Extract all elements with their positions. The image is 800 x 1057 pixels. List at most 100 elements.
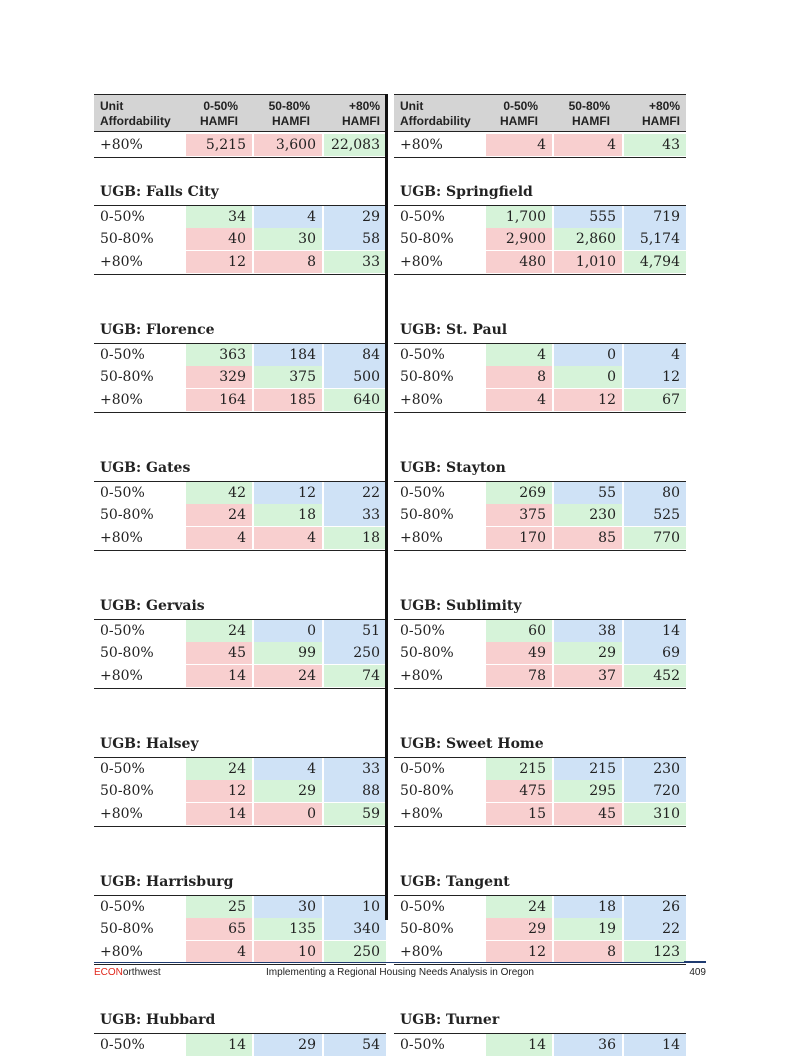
value-cell: 22 [324, 482, 386, 504]
table-row: 0-50% 363 184 84 [94, 343, 386, 367]
group-title: UGB: Falls City [100, 184, 219, 200]
value-cell: 4 [186, 527, 252, 549]
value-cell: 4 [254, 527, 322, 549]
group-title: UGB: St. Paul [400, 322, 508, 338]
table-row: 0-50% 1,700 555 719 [394, 205, 686, 229]
value-cell: 720 [624, 780, 686, 802]
row-label: 0-50% [400, 899, 445, 915]
table-row: +80% 4 4 43 [394, 134, 686, 158]
value-cell: 295 [554, 780, 622, 802]
value-cell: 18 [554, 896, 622, 918]
value-cell: 14 [186, 1034, 252, 1056]
page-number-rule [684, 961, 706, 963]
header-0-50: 0-50% HAMFI [500, 99, 538, 128]
row-label: 0-50% [100, 761, 145, 777]
table-row: 50-80% 65 135 340 [94, 918, 386, 941]
value-cell: 40 [186, 228, 252, 250]
row-label: 0-50% [100, 209, 145, 225]
value-cell: 54 [324, 1034, 386, 1056]
table-row: 0-50% 269 55 80 [394, 481, 686, 505]
footer-title: Implementing a Regional Housing Needs An… [266, 967, 534, 978]
value-cell: 12 [186, 251, 252, 273]
group-title: UGB: Gates [100, 460, 191, 476]
table-row: 50-80% 40 30 58 [94, 228, 386, 251]
value-cell: 12 [186, 780, 252, 802]
header-80: +80% HAMFI [642, 99, 680, 128]
value-cell: 475 [486, 780, 552, 802]
value-cell: 3,600 [254, 134, 322, 156]
group-title: UGB: Sublimity [400, 598, 522, 614]
value-cell: 123 [624, 941, 686, 963]
value-cell: 1,700 [486, 206, 552, 228]
group-title: UGB: Gervais [100, 598, 205, 614]
value-cell: 170 [486, 527, 552, 549]
value-cell: 230 [624, 758, 686, 780]
table-row: 0-50% 24 0 51 [94, 619, 386, 643]
value-cell: 59 [324, 803, 386, 825]
value-cell: 29 [486, 918, 552, 940]
table-row: 50-80% 329 375 500 [94, 366, 386, 389]
table-row: 0-50% 215 215 230 [394, 757, 686, 781]
row-label: 0-50% [400, 623, 445, 639]
value-cell: 14 [186, 803, 252, 825]
row-label: +80% [400, 530, 443, 546]
value-cell: 310 [624, 803, 686, 825]
value-cell: 363 [186, 344, 252, 366]
value-cell: 55 [554, 482, 622, 504]
value-cell: 250 [324, 642, 386, 664]
value-cell: 14 [624, 1034, 686, 1056]
table-row: +80% 170 85 770 [394, 527, 686, 551]
table-row: 50-80% 475 295 720 [394, 780, 686, 803]
row-label: 50-80% [100, 921, 154, 937]
row-label: 0-50% [100, 485, 145, 501]
value-cell: 18 [254, 504, 322, 526]
row-label: +80% [100, 806, 143, 822]
row-label: 50-80% [400, 231, 454, 247]
value-cell: 640 [324, 389, 386, 411]
group-title: UGB: Harrisburg [100, 874, 234, 890]
row-label: +80% [100, 668, 143, 684]
value-cell: 45 [186, 642, 252, 664]
table-row: 50-80% 2,900 2,860 5,174 [394, 228, 686, 251]
value-cell: 29 [254, 780, 322, 802]
value-cell: 99 [254, 642, 322, 664]
value-cell: 24 [486, 896, 552, 918]
row-label: +80% [400, 254, 443, 270]
table-row: +80% 4 12 67 [394, 389, 686, 413]
value-cell: 60 [486, 620, 552, 642]
row-label: +80% [100, 254, 143, 270]
value-cell: 329 [186, 366, 252, 388]
group-title: UGB: Hubbard [100, 1012, 216, 1028]
value-cell: 8 [554, 941, 622, 963]
group-title: UGB: Tangent [400, 874, 510, 890]
value-cell: 65 [186, 918, 252, 940]
header-0-50: 0-50% HAMFI [200, 99, 238, 128]
value-cell: 10 [254, 941, 322, 963]
value-cell: 525 [624, 504, 686, 526]
row-label: 50-80% [100, 507, 154, 523]
value-cell: 230 [554, 504, 622, 526]
value-cell: 250 [324, 941, 386, 963]
row-label: 0-50% [100, 1037, 145, 1053]
table-row: 50-80% 49 29 69 [394, 642, 686, 665]
value-cell: 24 [186, 758, 252, 780]
value-cell: 8 [486, 366, 552, 388]
value-cell: 30 [254, 228, 322, 250]
value-cell: 269 [486, 482, 552, 504]
table-row: 50-80% 29 19 22 [394, 918, 686, 941]
value-cell: 4 [186, 941, 252, 963]
table-row: 0-50% 14 29 54 [94, 1033, 386, 1057]
value-cell: 24 [254, 665, 322, 687]
row-label: 50-80% [100, 369, 154, 385]
value-cell: 215 [554, 758, 622, 780]
table-row: +80% 14 0 59 [94, 803, 386, 827]
value-cell: 340 [324, 918, 386, 940]
row-label: +80% [100, 944, 143, 960]
value-cell: 22 [624, 918, 686, 940]
group-title: UGB: Sweet Home [400, 736, 544, 752]
value-cell: 185 [254, 389, 322, 411]
value-cell: 12 [624, 366, 686, 388]
row-label: 50-80% [100, 231, 154, 247]
value-cell: 12 [254, 482, 322, 504]
value-cell: 8 [254, 251, 322, 273]
